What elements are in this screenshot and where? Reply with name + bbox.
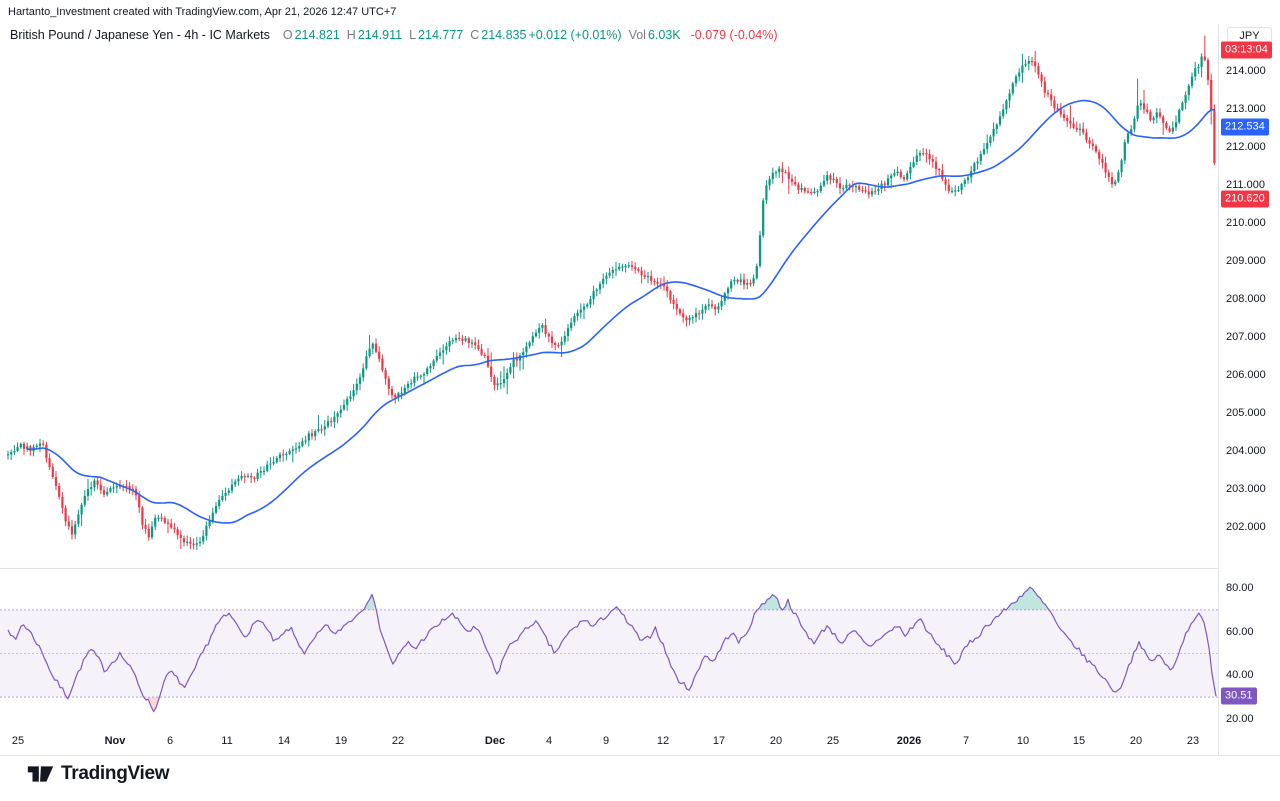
price-tick: 202.000 [1226, 521, 1266, 533]
ohlc-low-value: 214.777 [418, 28, 464, 42]
time-label: 25 [11, 735, 25, 747]
ma-value-badge: 212.534 [1221, 118, 1269, 136]
time-label: 9 [602, 735, 610, 747]
ohlc-close-value: 214.835 [481, 28, 527, 42]
price-tick: 203.000 [1226, 483, 1266, 495]
rsi-tick: 40.00 [1226, 669, 1254, 682]
time-label: 23 [1186, 735, 1200, 747]
price-tick: 214.000 [1226, 65, 1266, 77]
time-label: 17 [712, 735, 726, 747]
ohlc-low-label: L [409, 28, 417, 42]
volume-label: Vol [628, 28, 646, 42]
time-label: 22 [391, 735, 405, 747]
rsi-tick: 60.00 [1226, 625, 1254, 638]
time-label: 19 [334, 735, 348, 747]
time-label: 20 [769, 735, 783, 747]
rsi-value-badge: 30.51 [1221, 687, 1257, 705]
pane-separator[interactable] [0, 568, 1280, 569]
price-tick: 207.000 [1226, 331, 1266, 343]
time-label: Nov [104, 735, 126, 747]
rsi-tick: 80.00 [1226, 582, 1254, 594]
attribution-bar: Hartanto_Investment created with Trading… [0, 0, 1280, 24]
tradingview-logo-icon [27, 766, 54, 782]
price-tick: 210.000 [1226, 217, 1266, 229]
last-price-badge: 210.620 [1221, 190, 1269, 208]
time-label: 20 [1129, 735, 1143, 747]
volume-change-value: -0.079 (-0.04%) [690, 28, 778, 42]
price-tick: 211.000 [1226, 179, 1265, 191]
time-label: 25 [826, 735, 840, 747]
tradingview-logo-text: TradingView [61, 763, 170, 784]
price-tick: 206.000 [1226, 369, 1266, 381]
rsi-tick: 20.00 [1226, 712, 1254, 725]
time-axis[interactable]: 25 Nov 6 11 14 19 22 Dec 4 9 12 17 20 25 2026 7 10 15 20 23 [0, 728, 1218, 755]
price-tick: 213.000 [1226, 103, 1266, 115]
ohlc-close-label: C [470, 28, 480, 42]
time-label: 10 [1016, 735, 1030, 747]
price-axis[interactable]: JPY 214.000 213.000 212.000 211.000 210.000 2… [1218, 24, 1280, 755]
bar-countdown-badge: 03:13:04 [1221, 41, 1272, 59]
change-value: +0.012 (+0.01%) [528, 28, 622, 42]
ohlc-open-value: 214.821 [294, 28, 340, 42]
time-label: 11 [221, 735, 233, 747]
price-tick: 209.000 [1226, 255, 1266, 267]
price-tick: 205.000 [1226, 407, 1266, 419]
tradingview-logo[interactable]: TradingView [27, 762, 170, 786]
price-tick: 208.000 [1226, 293, 1266, 305]
time-label: 7 [962, 735, 970, 747]
ohlc-high-label: H [346, 28, 356, 42]
price-tick: 212.000 [1226, 141, 1266, 153]
ohlc-high-value: 214.911 [357, 28, 403, 42]
time-label: 15 [1072, 735, 1086, 747]
chart-bottom-border [0, 755, 1280, 756]
time-label: 12 [656, 735, 670, 747]
chart-legend: British Pound / Japanese Yen - 4h - IC M… [10, 28, 780, 42]
time-label: 4 [545, 735, 553, 747]
price-tick: 204.000 [1226, 445, 1266, 457]
time-label: 14 [277, 735, 291, 747]
time-label: 6 [166, 735, 174, 747]
ohlc-open-label: O [282, 28, 293, 42]
symbol-title[interactable]: British Pound / Japanese Yen - 4h - IC M… [10, 28, 270, 42]
time-label: 2026 [896, 735, 922, 747]
volume-value: 6.03K [647, 28, 681, 42]
time-label: Dec [484, 735, 506, 747]
